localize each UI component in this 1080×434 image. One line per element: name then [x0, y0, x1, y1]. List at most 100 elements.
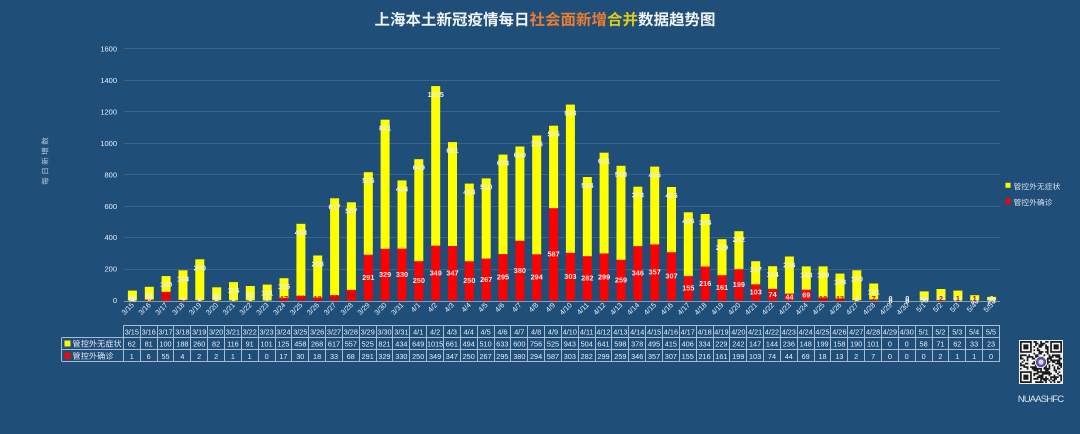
svg-text:6: 6 [147, 352, 151, 361]
svg-text:329: 329 [378, 352, 390, 361]
svg-text:0: 0 [922, 352, 926, 361]
svg-text:1: 1 [972, 352, 976, 361]
svg-text:380: 380 [514, 266, 526, 275]
svg-text:100: 100 [160, 280, 172, 289]
svg-text:294: 294 [531, 273, 544, 282]
svg-text:74: 74 [768, 352, 776, 361]
svg-text:295: 295 [497, 273, 509, 282]
svg-text:1: 1 [248, 294, 252, 303]
svg-text:4/19: 4/19 [714, 328, 728, 337]
svg-text:756: 756 [531, 140, 543, 149]
svg-text:641: 641 [597, 340, 609, 349]
svg-text:216: 216 [699, 279, 711, 288]
svg-text:349: 349 [430, 268, 442, 277]
svg-text:415: 415 [665, 191, 677, 200]
svg-text:3/26: 3/26 [310, 328, 324, 337]
svg-text:661: 661 [446, 146, 458, 155]
svg-text:58: 58 [920, 295, 928, 304]
svg-text:943: 943 [564, 109, 576, 118]
svg-text:525: 525 [547, 340, 559, 349]
svg-text:299: 299 [597, 352, 609, 361]
svg-text:434: 434 [395, 340, 407, 349]
svg-text:4/25: 4/25 [815, 328, 829, 337]
svg-text:4/4: 4/4 [464, 328, 474, 337]
svg-text:4/20: 4/20 [731, 328, 745, 337]
svg-text:216: 216 [699, 352, 711, 361]
svg-text:510: 510 [480, 182, 492, 191]
svg-text:1000: 1000 [100, 139, 117, 148]
svg-text:494: 494 [463, 188, 476, 197]
svg-text:303: 303 [564, 352, 576, 361]
svg-text:0: 0 [888, 297, 892, 306]
svg-text:4/24: 4/24 [799, 328, 813, 337]
svg-text:3/21: 3/21 [226, 328, 240, 337]
svg-text:800: 800 [104, 170, 117, 179]
svg-text:0: 0 [113, 296, 117, 305]
svg-text:3/25: 3/25 [293, 328, 307, 337]
svg-text:18: 18 [313, 352, 321, 361]
svg-text:268: 268 [311, 340, 323, 349]
svg-text:821: 821 [378, 340, 390, 349]
svg-text:4/3: 4/3 [447, 328, 457, 337]
svg-text:600: 600 [513, 340, 525, 349]
svg-text:6: 6 [147, 294, 151, 303]
svg-text:7: 7 [872, 294, 876, 303]
svg-text:3/24: 3/24 [276, 328, 290, 337]
svg-text:101: 101 [867, 340, 879, 349]
svg-text:268: 268 [312, 260, 324, 269]
svg-text:144: 144 [766, 340, 778, 349]
svg-text:0: 0 [888, 340, 892, 349]
svg-text:510: 510 [480, 340, 492, 349]
svg-text:13: 13 [836, 294, 844, 303]
svg-text:307: 307 [665, 352, 677, 361]
svg-text:190: 190 [850, 340, 862, 349]
svg-text:267: 267 [480, 275, 492, 284]
svg-text:3/28: 3/28 [344, 328, 358, 337]
svg-text:3/31: 3/31 [394, 328, 408, 337]
svg-text:23: 23 [987, 340, 995, 349]
svg-text:434: 434 [396, 184, 409, 193]
svg-text:380: 380 [513, 352, 525, 361]
svg-text:4/30: 4/30 [900, 328, 914, 337]
svg-text:4/29: 4/29 [883, 328, 897, 337]
svg-text:1: 1 [955, 352, 959, 361]
svg-text:0: 0 [905, 297, 909, 306]
svg-text:18: 18 [818, 352, 826, 361]
svg-text:58: 58 [920, 340, 928, 349]
svg-text:0: 0 [905, 340, 909, 349]
svg-text:161: 161 [716, 283, 728, 292]
svg-text:406: 406 [682, 340, 694, 349]
svg-text:4/9: 4/9 [548, 328, 558, 337]
svg-text:250: 250 [412, 352, 424, 361]
svg-text:236: 236 [783, 340, 795, 349]
svg-text:260: 260 [193, 340, 205, 349]
svg-text:155: 155 [682, 352, 694, 361]
svg-text:242: 242 [732, 340, 744, 349]
svg-text:33: 33 [331, 293, 339, 302]
svg-text:303: 303 [564, 272, 576, 281]
svg-text:458: 458 [295, 228, 307, 237]
svg-text:347: 347 [446, 269, 458, 278]
svg-text:633: 633 [496, 340, 508, 349]
svg-text:259: 259 [614, 352, 626, 361]
svg-text:30: 30 [296, 352, 304, 361]
svg-text:250: 250 [413, 276, 425, 285]
svg-text:199: 199 [732, 352, 744, 361]
svg-text:357: 357 [648, 352, 660, 361]
svg-text:821: 821 [379, 124, 391, 133]
svg-text:17: 17 [280, 294, 288, 303]
svg-text:4/17: 4/17 [681, 328, 695, 337]
svg-text:4/16: 4/16 [664, 328, 678, 337]
svg-text:4: 4 [180, 352, 184, 361]
svg-text:617: 617 [328, 340, 340, 349]
svg-text:1015: 1015 [427, 340, 443, 349]
svg-text:148: 148 [800, 270, 812, 279]
svg-text:4/7: 4/7 [514, 328, 524, 337]
svg-text:33: 33 [330, 352, 338, 361]
svg-text:18: 18 [819, 294, 827, 303]
svg-text:1: 1 [130, 294, 134, 303]
svg-text:346: 346 [631, 352, 643, 361]
svg-text:144: 144 [767, 270, 780, 279]
svg-text:330: 330 [395, 352, 407, 361]
svg-text:44: 44 [785, 292, 794, 301]
